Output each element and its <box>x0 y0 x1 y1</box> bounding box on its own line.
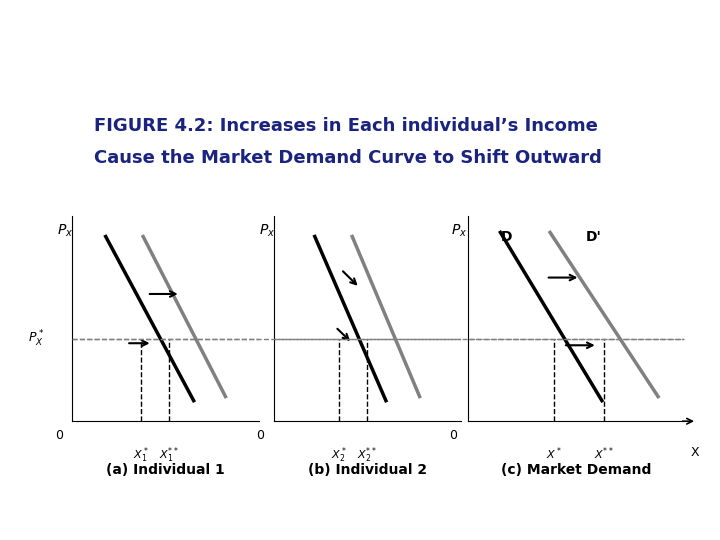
Text: $P_x$: $P_x$ <box>57 222 73 239</box>
Text: $P^*_X$: $P^*_X$ <box>27 329 44 349</box>
Text: 0: 0 <box>55 429 63 442</box>
Text: 11: 11 <box>1 489 35 513</box>
Text: $X^{**}_2$: $X^{**}_2$ <box>357 446 377 465</box>
Text: $X^{**}_1$: $X^{**}_1$ <box>159 446 179 465</box>
Text: 0: 0 <box>449 429 457 442</box>
Text: $P_x$: $P_x$ <box>451 222 467 239</box>
Text: X: X <box>690 446 699 459</box>
Text: (b) Individual 2: (b) Individual 2 <box>307 463 427 477</box>
Text: $P_x$: $P_x$ <box>258 222 275 239</box>
Text: $X^*_2$: $X^*_2$ <box>331 446 347 465</box>
Text: FIGURE 4.2: Increases in Each individual’s Income: FIGURE 4.2: Increases in Each individual… <box>94 117 598 135</box>
Text: (a) Individual 1: (a) Individual 1 <box>107 463 225 477</box>
Text: 0: 0 <box>256 429 264 442</box>
Text: D': D' <box>585 230 601 244</box>
Text: D: D <box>501 230 513 244</box>
Text: Cause the Market Demand Curve to Shift Outward: Cause the Market Demand Curve to Shift O… <box>94 150 601 167</box>
Text: (c) Market Demand: (c) Market Demand <box>501 463 651 477</box>
Text: $X^*_1$: $X^*_1$ <box>133 446 149 465</box>
Text: $X^*$: $X^*$ <box>546 446 562 462</box>
Text: $X^{**}$: $X^{**}$ <box>594 446 614 462</box>
